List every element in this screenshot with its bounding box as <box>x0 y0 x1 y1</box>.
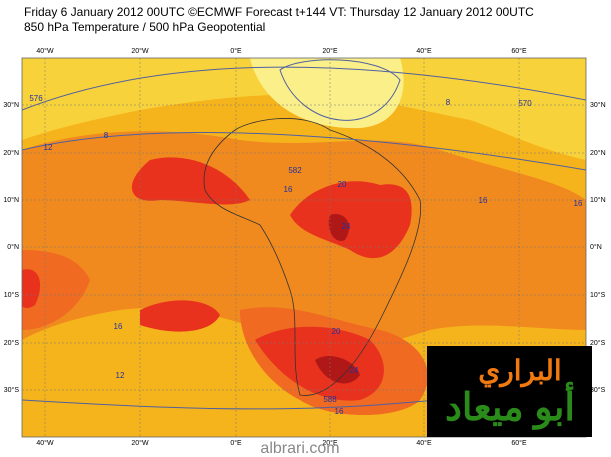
contour-label: 24 <box>350 366 359 375</box>
lat-label-right: 10°S <box>590 291 606 299</box>
lon-label-top: 0°E <box>230 47 242 55</box>
lat-label-right: 30°S <box>590 386 606 394</box>
lon-label-top: 60°E <box>511 47 527 55</box>
lon-label-bottom: 20°E <box>322 439 338 447</box>
lat-label-left: 30°S <box>4 386 20 394</box>
lon-label-bottom: 40°E <box>416 439 432 447</box>
lat-label-left: 20°S <box>4 339 20 347</box>
contour-label: 576 <box>29 94 43 103</box>
header-line1: Friday 6 January 2012 00UTC ©ECMWF Forec… <box>24 5 534 19</box>
lon-label-bottom: 0°E <box>230 439 242 447</box>
lon-label-top: 40°W <box>36 47 54 55</box>
lat-label-left: 30°N <box>3 101 19 109</box>
lat-label-right: 0°N <box>590 243 602 251</box>
lon-label-top: 20°E <box>322 47 338 55</box>
lon-label-bottom: 20°W <box>131 439 149 447</box>
lon-label-top: 40°E <box>416 47 432 55</box>
watermark-box <box>427 346 592 437</box>
lat-label-left: 0°N <box>7 243 19 251</box>
lon-label-bottom: 40°W <box>36 439 54 447</box>
lat-label-right: 10°N <box>590 196 606 204</box>
contour-label: 20 <box>332 327 341 336</box>
contour-label: 12 <box>116 371 125 380</box>
lat-label-right: 30°N <box>590 101 606 109</box>
lat-label-right: 20°N <box>590 149 606 157</box>
contour-label: 12 <box>44 143 53 152</box>
map-field <box>22 58 586 437</box>
contour-label: 16 <box>479 196 488 205</box>
contour-label: 16 <box>114 322 123 331</box>
lon-label-top: 20°W <box>131 47 149 55</box>
watermark-site: albrari.com <box>260 440 339 457</box>
contour-label: 16 <box>335 407 344 416</box>
watermark-line1: البراري <box>478 355 561 388</box>
map-frame <box>21 57 587 438</box>
contour-label: 24 <box>342 222 351 231</box>
watermark-line2: أبو ميعاد <box>445 381 575 430</box>
lat-label-left: 10°N <box>3 196 19 204</box>
lat-label-left: 10°S <box>4 291 20 299</box>
contour-label: 20 <box>338 180 347 189</box>
lat-label-right: 20°S <box>590 339 606 347</box>
lat-label-left: 20°N <box>3 149 19 157</box>
lon-label-bottom: 60°E <box>511 439 527 447</box>
contour-label: 8 <box>104 131 109 140</box>
contour-label: 582 <box>288 166 302 175</box>
contour-label: 8 <box>446 98 451 107</box>
contour-label: 16 <box>574 199 583 208</box>
header-line2: 850 hPa Temperature / 500 hPa Geopotenti… <box>24 20 265 34</box>
contour-label: 588 <box>323 395 337 404</box>
contour-label: 570 <box>518 99 532 108</box>
contour-label: 16 <box>284 185 293 194</box>
